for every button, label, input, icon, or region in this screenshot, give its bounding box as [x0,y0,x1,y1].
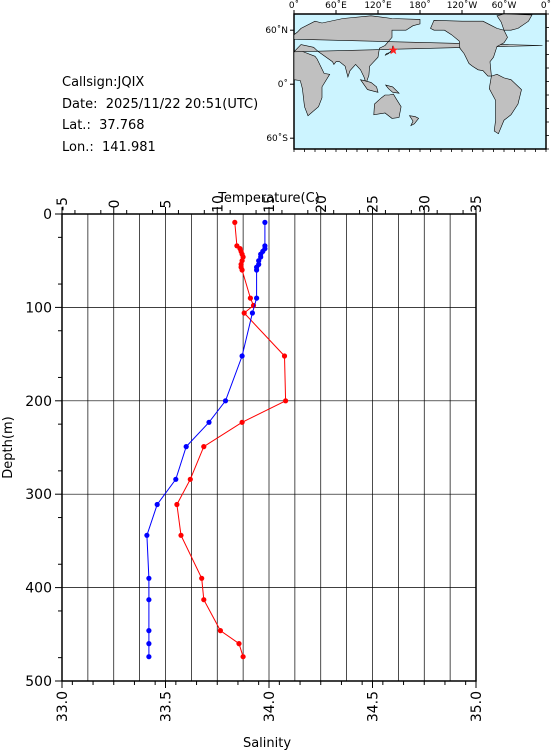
salinity-point [146,654,152,660]
date-row: Date: 2025/11/22 20:51(UTC) [62,94,258,116]
top-tick-label: 15 [262,195,278,213]
map-left-tick-label: 60˚S [266,133,288,144]
callsign-label: Callsign: [62,75,118,90]
map-top-tick-label: 180˚ [409,0,431,11]
temperature-point [240,654,246,660]
top-tick-label: 30 [417,195,433,213]
bottom-tick-label: 35.0 [469,691,485,722]
temperature-point [239,419,245,425]
left-tick-label: 0 [43,207,52,223]
salinity-point [146,597,152,603]
top-tick-label: 5 [159,200,175,209]
map-top-tick-label: 0˚ [289,0,299,11]
date-value: 2025/11/22 20:51(UTC) [105,96,259,112]
land-australia [373,93,402,119]
lat-label: Lat.: [62,118,91,133]
top-tick-label: 35 [469,195,485,213]
location-map: 0˚ 60˚E 120˚E 180˚ 120˚W 60˚W 0˚ 60˚N 0˚ 60˚S [265,0,551,152]
temperature-point [201,444,207,450]
lat-row: Lat.: 37.768 [62,115,258,137]
bottom-tick-label: 33.5 [159,691,175,722]
land-indonesia [359,79,379,93]
map-left-tick-label: 0˚ [278,79,288,90]
lon-row: Lon.: 141.981 [62,137,258,159]
salinity-point [254,267,260,273]
temperature-point [239,267,245,273]
callsign-row: Callsign:JQIX [62,72,258,94]
temperature-point [187,476,193,482]
salinity-point [249,310,255,316]
bottom-tick-label: 33.0 [55,691,71,722]
bottom-tick-label: 34.0 [262,691,278,722]
temperature-point [236,641,242,647]
salinity-point [144,532,150,538]
temperature-point [232,219,238,225]
left-axis-label: Depth(m) [1,416,16,478]
left-tick-label: 500 [25,674,52,690]
top-tick-label: 10 [210,195,226,213]
temperature-point [174,501,180,508]
lon-label: Lon.: [62,139,94,155]
salinity-point [154,501,160,508]
top-tick-label: 20 [314,195,330,213]
salinity-point [256,258,262,264]
bottom-axis-label: Salinity [243,736,291,751]
temperature-point [201,597,207,603]
left-tick-label: 400 [25,581,52,597]
date-label: Date: [62,96,98,112]
land-eurasia [293,15,543,85]
left-tick-label: 100 [25,300,52,316]
top-tick-label: 25 [366,195,382,213]
temperature-point [283,398,289,404]
bottom-tick-label: 34.5 [366,691,382,722]
temperature-point [241,310,247,316]
salinity-point [222,398,229,404]
salinity-point [146,575,152,581]
salinity-point [146,628,152,634]
land-south-america [488,73,522,135]
top-tick-label: 0 [107,200,123,209]
callsign-value: JQIX [117,75,145,90]
salinity-point [146,641,152,647]
land-new-guinea [384,84,400,94]
salinity-point [206,419,212,425]
land-africa [293,50,331,117]
temperature-point [178,532,184,538]
top-axis-label: Temperature(C) [217,191,320,206]
salinity-point [183,444,189,450]
lon-value: 141.981 [102,139,156,155]
map-top-tick-label: 120˚W [447,0,478,11]
land-greenland [496,13,533,31]
top-tick-label: -5 [55,197,71,211]
map-top-tick-label: 0˚ [541,0,551,11]
temperature-point [217,628,223,634]
temperature-point [281,353,288,359]
station-info: Callsign:JQIX Date: 2025/11/22 20:51(UTC… [62,72,258,158]
salinity-point [239,353,245,359]
location-star-icon [388,45,399,55]
left-tick-label: 200 [25,394,52,410]
temperature-point [199,575,205,581]
map-left-tick-label: 60˚N [265,25,288,36]
map-top-tick-label: 60˚W [492,0,517,11]
salinity-point [254,295,260,301]
lat-value: 37.768 [99,118,145,133]
temperature-point [247,295,253,301]
map-top-tick-label: 120˚E [364,0,392,11]
left-tick-label: 300 [25,487,52,503]
land-new-zealand [408,115,420,127]
map-top-tick-label: 60˚E [325,0,347,11]
salinity-point [173,476,179,482]
salinity-point [262,219,268,225]
